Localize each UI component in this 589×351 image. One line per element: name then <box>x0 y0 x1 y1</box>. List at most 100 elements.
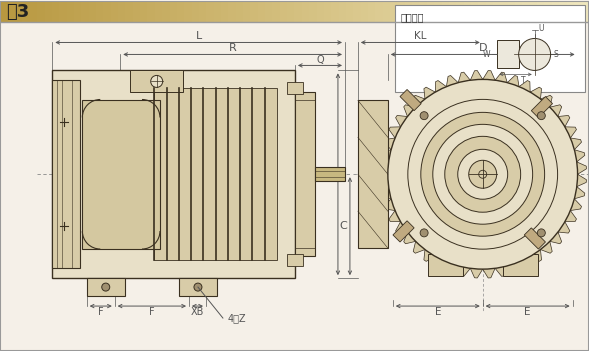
Bar <box>191 1 200 22</box>
Bar <box>118 1 127 22</box>
Bar <box>45 1 53 22</box>
Circle shape <box>519 39 551 71</box>
Text: KL: KL <box>414 32 426 41</box>
Bar <box>250 1 259 22</box>
Bar <box>206 1 214 22</box>
Bar <box>524 228 545 249</box>
Circle shape <box>388 79 578 269</box>
Bar <box>81 1 90 22</box>
Bar <box>273 1 281 22</box>
Bar <box>221 1 229 22</box>
Bar <box>559 1 567 22</box>
Bar <box>309 1 317 22</box>
Bar <box>258 1 266 22</box>
Bar <box>229 1 237 22</box>
Bar <box>243 1 252 22</box>
Bar <box>395 5 584 92</box>
Bar <box>405 1 413 22</box>
Bar <box>331 1 340 22</box>
Bar <box>449 1 457 22</box>
Bar <box>531 97 552 118</box>
Bar <box>67 1 75 22</box>
Bar <box>497 40 519 68</box>
Bar <box>398 1 406 22</box>
Bar <box>544 1 553 22</box>
Bar <box>315 167 345 181</box>
Bar <box>428 254 463 276</box>
Bar <box>287 254 303 266</box>
Bar <box>111 1 119 22</box>
Bar <box>515 1 524 22</box>
Bar <box>140 1 148 22</box>
Circle shape <box>102 283 110 291</box>
Bar <box>162 1 171 22</box>
Bar <box>434 1 442 22</box>
Bar <box>82 99 160 249</box>
Text: 図3: 図3 <box>6 2 29 20</box>
Polygon shape <box>379 71 587 278</box>
Bar <box>37 1 45 22</box>
Bar <box>552 1 560 22</box>
Bar <box>177 1 185 22</box>
Bar <box>400 90 421 111</box>
Text: L: L <box>196 32 202 41</box>
Bar <box>358 100 388 248</box>
Bar <box>125 1 134 22</box>
Bar <box>442 1 450 22</box>
Bar <box>456 1 465 22</box>
Bar <box>154 88 277 260</box>
Text: Q: Q <box>316 55 324 65</box>
Bar <box>103 1 112 22</box>
Bar <box>302 1 310 22</box>
Bar <box>493 1 501 22</box>
Bar <box>87 278 125 296</box>
Circle shape <box>408 99 558 249</box>
Bar <box>500 1 509 22</box>
Bar <box>502 254 538 276</box>
Circle shape <box>433 124 532 224</box>
Bar <box>360 1 369 22</box>
Circle shape <box>420 112 428 120</box>
Bar <box>52 71 295 278</box>
Text: F: F <box>98 307 104 317</box>
Bar <box>508 1 516 22</box>
Bar <box>294 1 303 22</box>
Text: W: W <box>483 50 491 59</box>
Circle shape <box>445 136 521 212</box>
Bar <box>52 1 60 22</box>
Bar <box>393 221 414 242</box>
Bar <box>170 1 178 22</box>
Bar <box>15 1 24 22</box>
Bar <box>133 1 141 22</box>
Text: E: E <box>524 307 531 317</box>
Bar <box>89 1 97 22</box>
Bar <box>471 1 479 22</box>
Bar <box>537 1 545 22</box>
Bar <box>530 1 538 22</box>
Bar <box>478 1 487 22</box>
Text: 4－Z: 4－Z <box>228 313 247 323</box>
Bar <box>287 82 303 94</box>
Circle shape <box>420 229 428 237</box>
Circle shape <box>537 229 545 237</box>
Circle shape <box>458 149 508 199</box>
Bar <box>147 1 156 22</box>
Bar <box>574 1 582 22</box>
Bar <box>346 1 355 22</box>
Bar <box>324 1 332 22</box>
Bar <box>375 1 383 22</box>
Bar <box>368 1 376 22</box>
Text: XB: XB <box>191 307 204 317</box>
Bar <box>265 1 273 22</box>
Text: S: S <box>554 50 558 59</box>
Bar <box>486 1 494 22</box>
Bar <box>339 1 347 22</box>
Bar <box>287 1 296 22</box>
Bar <box>96 1 104 22</box>
Text: C: C <box>339 221 347 231</box>
Text: E: E <box>435 307 441 317</box>
Circle shape <box>421 112 545 236</box>
Bar <box>236 1 244 22</box>
Text: D: D <box>478 44 487 53</box>
Bar <box>184 1 193 22</box>
